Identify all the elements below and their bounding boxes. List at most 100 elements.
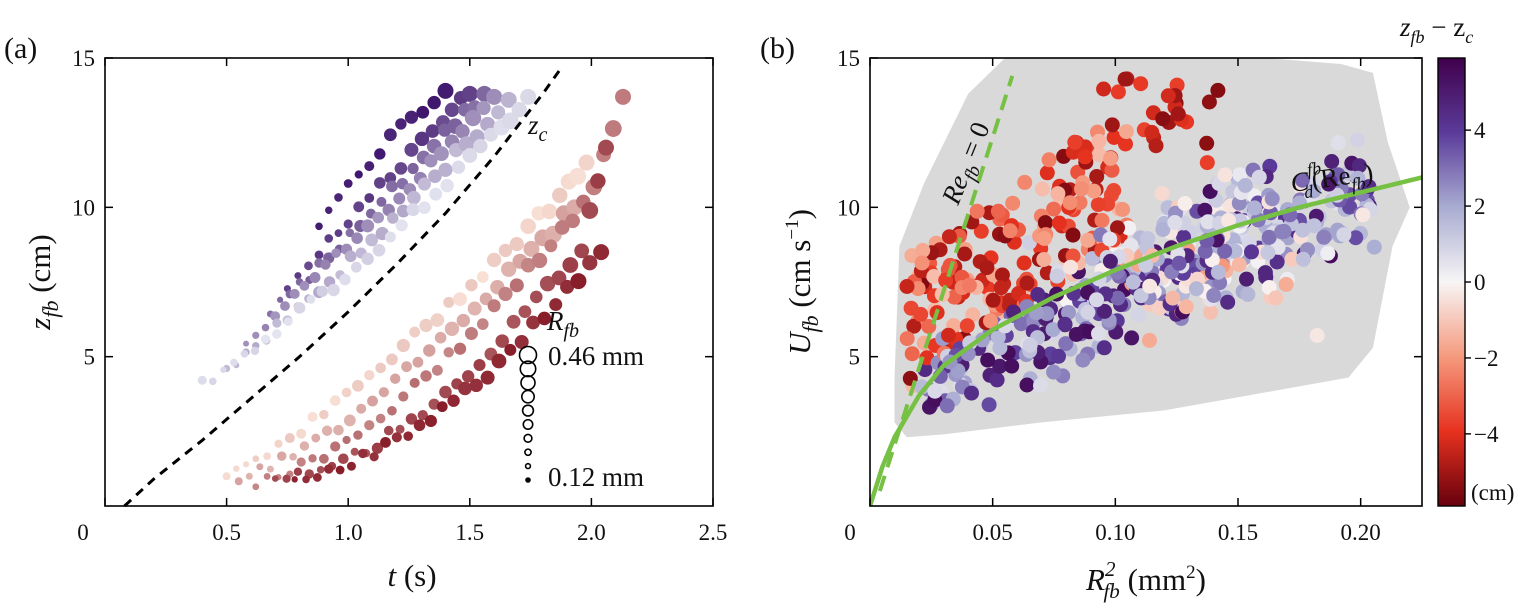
b-point: [1227, 243, 1243, 259]
a-point: [473, 359, 486, 372]
a-point: [345, 228, 355, 238]
a-point: [511, 101, 527, 118]
b-point: [1203, 304, 1219, 320]
a-point: [344, 250, 357, 263]
b-point: [1220, 294, 1236, 310]
a-point: [473, 138, 488, 154]
a-point: [469, 378, 483, 393]
b-point: [1041, 152, 1057, 168]
b-point: [1118, 136, 1133, 152]
b-point: [1058, 336, 1074, 352]
b-point: [1210, 264, 1226, 280]
a-point: [404, 110, 419, 124]
a-point: [467, 301, 482, 316]
a-point: [350, 447, 359, 456]
a-point: [266, 465, 274, 473]
b-point: [1269, 254, 1285, 270]
a-point: [272, 318, 282, 328]
b-point: [1090, 197, 1106, 213]
b-point: [1097, 303, 1112, 319]
a-point: [436, 401, 448, 413]
a-point: [438, 162, 453, 177]
a-point: [260, 334, 271, 344]
a-point: [464, 327, 478, 341]
a-point: [384, 231, 396, 243]
a-point: [378, 387, 389, 398]
b-point: [1103, 150, 1118, 166]
a-point: [554, 220, 570, 235]
panel-a-points: [197, 82, 632, 491]
a-point: [222, 472, 231, 481]
b-point: [1049, 268, 1065, 284]
a-point: [350, 261, 362, 273]
a-point: [304, 261, 313, 271]
b-point: [1144, 124, 1160, 140]
a-point: [395, 118, 407, 130]
a-point: [405, 413, 418, 425]
a-point: [565, 213, 580, 229]
b-point: [957, 246, 973, 262]
a-point: [409, 377, 420, 388]
a-xtick-label: 1.5: [455, 520, 484, 545]
a-point: [444, 321, 460, 337]
b-point: [1065, 248, 1081, 264]
b-point: [1133, 76, 1149, 92]
b-point: [1051, 215, 1067, 231]
b-point: [1200, 214, 1216, 230]
panel-b-x-label: R2 fb (mm2): [1085, 557, 1206, 603]
b-point: [1142, 332, 1157, 348]
re-zero-line: [877, 75, 1015, 492]
a-point: [428, 169, 442, 183]
a-point: [437, 82, 454, 99]
a-point: [590, 173, 606, 189]
b-point: [1091, 326, 1106, 342]
a-ytick-label: 15: [72, 46, 95, 71]
b-point: [1089, 169, 1105, 184]
a-point: [283, 317, 293, 326]
b-point: [1316, 229, 1332, 245]
b-point: [910, 281, 926, 297]
b-point: [1251, 169, 1267, 185]
a-point: [343, 219, 353, 229]
b-point: [1022, 337, 1038, 353]
b-point: [1155, 111, 1171, 127]
a-point: [520, 257, 536, 273]
a-point: [461, 370, 475, 383]
a-point: [520, 88, 537, 105]
b-point: [913, 306, 929, 322]
a-point: [308, 454, 317, 463]
a-point: [294, 272, 302, 280]
b-point: [1110, 290, 1126, 306]
b-point: [1294, 172, 1310, 188]
a-point: [615, 88, 632, 105]
a-point: [296, 457, 306, 467]
b-point: [1178, 299, 1194, 315]
b-point: [1080, 304, 1096, 320]
b-point: [1142, 278, 1158, 294]
b-point: [980, 352, 996, 368]
b-point: [899, 279, 915, 294]
a-point: [401, 361, 412, 373]
b-point: [1019, 377, 1035, 393]
a-point: [514, 335, 529, 350]
a-point: [506, 314, 521, 329]
a-point: [334, 229, 343, 238]
b-point: [1197, 202, 1213, 218]
a-point: [491, 353, 507, 369]
panel-a-y-ticks: 5 10 15 0: [72, 46, 713, 545]
a-point: [458, 381, 472, 396]
a-point: [342, 435, 351, 445]
a-point: [504, 343, 517, 356]
panel-b-x-ticks: 0.05 0.10 0.15 0.20 0: [844, 58, 1381, 545]
a-point: [526, 315, 540, 330]
a-point: [372, 211, 384, 224]
a-point: [356, 403, 367, 414]
b-point: [1067, 134, 1083, 150]
b-point: [983, 313, 998, 329]
a-point: [274, 439, 283, 448]
a-point: [427, 95, 441, 110]
a-point: [593, 244, 610, 261]
b-point: [927, 383, 943, 399]
a-point: [372, 243, 386, 257]
a-point: [417, 409, 428, 421]
